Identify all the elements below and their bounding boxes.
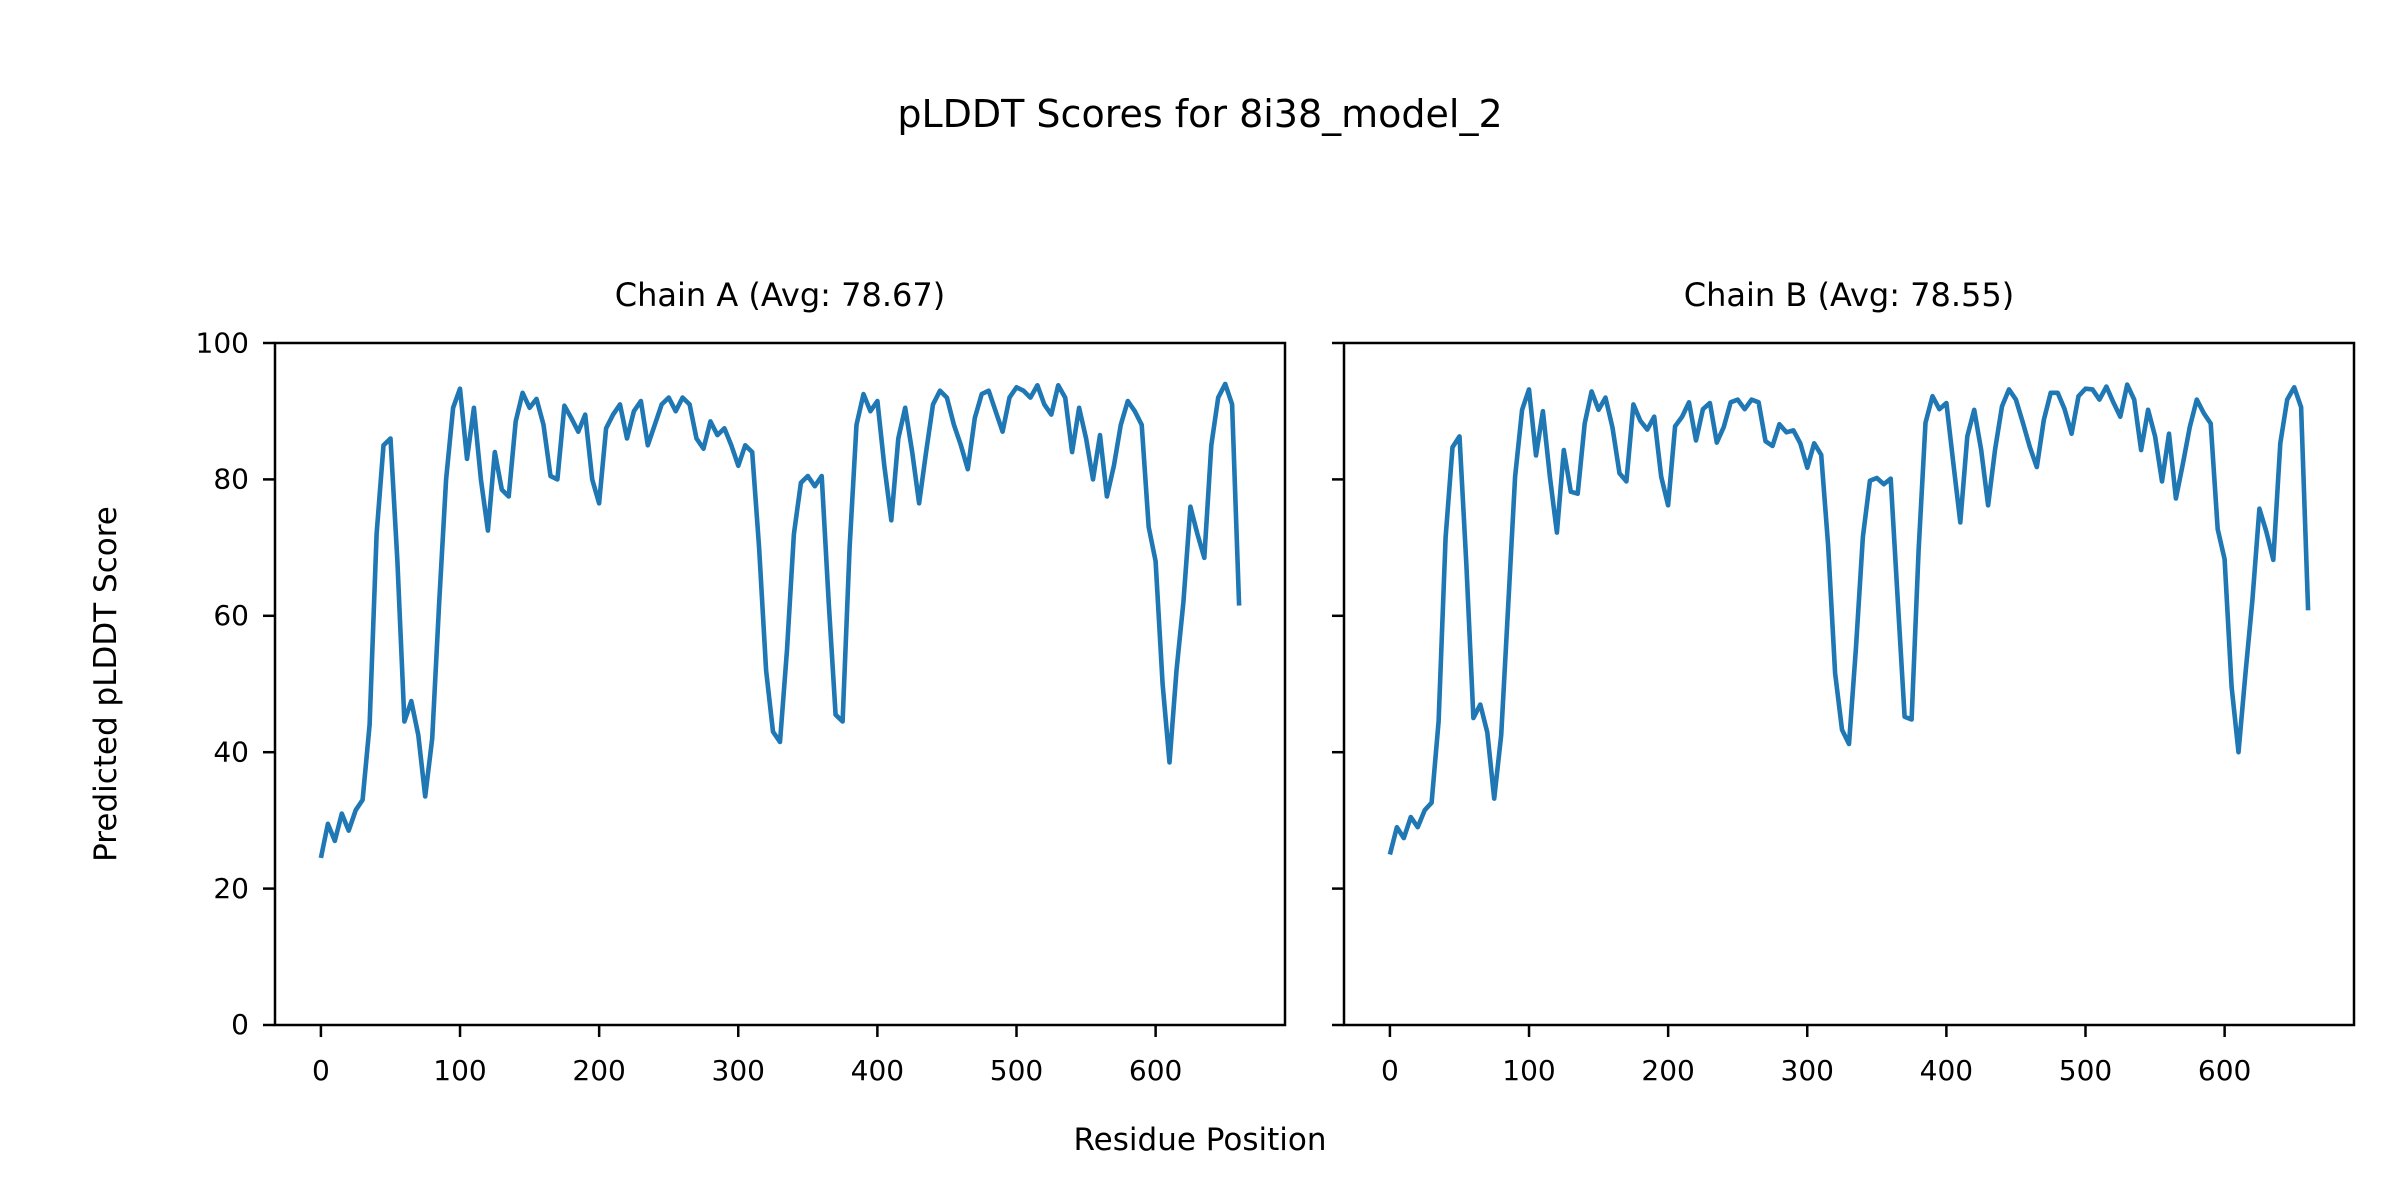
y-tick-label: 20 — [213, 872, 249, 905]
x-tick-label: 100 — [433, 1054, 486, 1087]
x-tick-label: 200 — [572, 1054, 625, 1087]
x-tick-label: 300 — [1781, 1054, 1834, 1087]
x-tick-label: 500 — [990, 1054, 1043, 1087]
chain-a-subplot-title: Chain A (Avg: 78.67) — [614, 276, 946, 314]
axes-frame — [1342, 341, 2356, 1027]
x-tick-label: 400 — [1920, 1054, 1973, 1087]
x-tick-label: 0 — [312, 1054, 330, 1087]
chain-b-subplot-title: Chain B (Avg: 78.55) — [1683, 276, 2015, 314]
y-tick-label: 60 — [213, 599, 249, 632]
x-axis-label: Residue Position — [1073, 1122, 1327, 1158]
x-tick-label: 0 — [1381, 1054, 1399, 1087]
y-tick-label: 80 — [213, 463, 249, 496]
x-tick-label: 600 — [2198, 1054, 2251, 1087]
figure-title: pLDDT Scores for 8i38_model_2 — [897, 92, 1503, 136]
plddt-line — [1387, 382, 2311, 856]
plddt-line — [318, 381, 1242, 859]
y-tick-label: 0 — [231, 1008, 249, 1041]
x-tick-label: 300 — [712, 1054, 765, 1087]
axes-frame — [273, 341, 1287, 1027]
chain-a-plot: 0 100 200 300 400 500 600 0 20 40 60 80 100 — [196, 326, 1287, 1087]
y-axis-label: Predicted pLDDT Score — [88, 506, 124, 862]
chain-b-plot: 0 100 200 300 400 500 600 — [1332, 341, 2356, 1087]
x-tick-label: 200 — [1641, 1054, 1694, 1087]
x-tick-label: 600 — [1129, 1054, 1182, 1087]
y-tick-label: 40 — [213, 735, 249, 768]
x-tick-label: 500 — [2059, 1054, 2112, 1087]
y-tick-label: 100 — [196, 326, 249, 359]
plot-canvas: 0 100 200 300 400 500 600 — [1332, 341, 2356, 1087]
plot-canvas: 0 100 200 300 400 500 600 0 20 40 60 80 100 — [196, 326, 1287, 1087]
x-tick-label: 100 — [1502, 1054, 1555, 1087]
x-tick-label: 400 — [851, 1054, 904, 1087]
